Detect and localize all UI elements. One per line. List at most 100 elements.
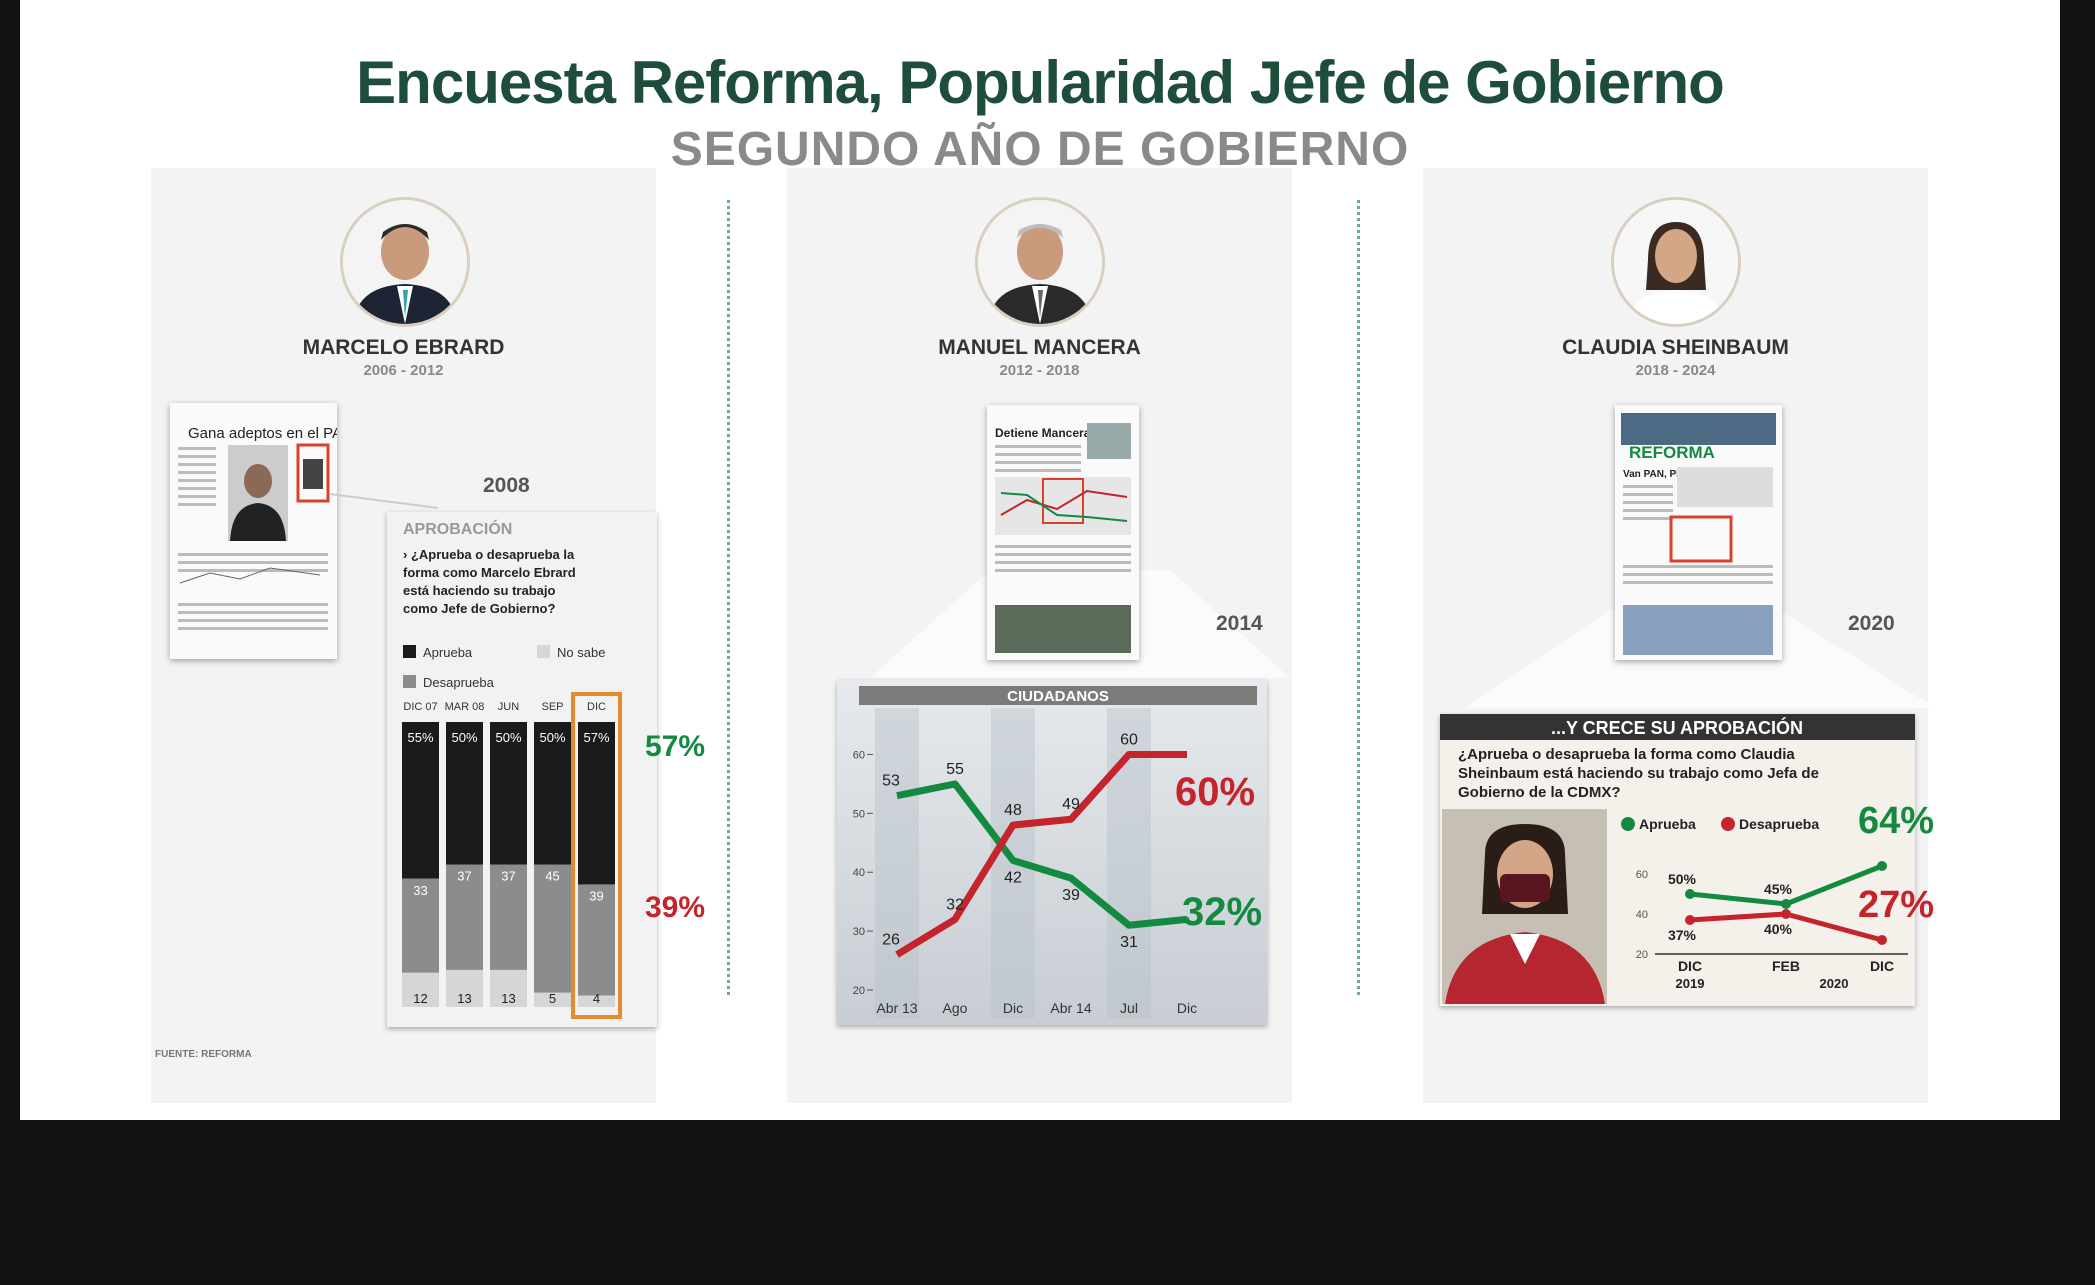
bar-value-label: 37 bbox=[457, 869, 471, 884]
newspaper-headline: Gana adeptos en el PAN bbox=[188, 425, 337, 442]
x-tick-label: Abr 14 bbox=[1050, 1000, 1091, 1016]
source-footer: FUENTE: REFORMA bbox=[155, 1049, 252, 1060]
bar-value-label: 4 bbox=[593, 991, 600, 1006]
data-label: 45% bbox=[1764, 881, 1793, 897]
slide-title: Encuesta Reforma, Popularidad Jefe de Go… bbox=[356, 49, 1725, 116]
bar-segment bbox=[490, 722, 527, 865]
x-tick-label: DIC bbox=[1678, 958, 1702, 974]
series-line bbox=[895, 750, 1187, 958]
portrait-sheinbaum bbox=[1611, 197, 1741, 327]
bar-segment bbox=[490, 864, 527, 970]
approve-2020: 64% bbox=[1858, 800, 1935, 842]
y-tick-label: 60 bbox=[853, 749, 865, 761]
data-label: 50% bbox=[1668, 871, 1697, 887]
bar-segment bbox=[534, 722, 571, 865]
category-label: MAR 08 bbox=[445, 701, 485, 713]
divider bbox=[1357, 200, 1360, 995]
bar-value-label: 13 bbox=[501, 991, 515, 1006]
disapprove-2008: 39% bbox=[645, 891, 706, 924]
y-tick-label: 50 bbox=[853, 808, 865, 820]
category-label: DIC 07 bbox=[403, 701, 437, 713]
legend-label: Desaprueba bbox=[423, 675, 495, 690]
x-tick-label: FEB bbox=[1772, 958, 1800, 974]
newspaper-2008: Gana adeptos en el PAN bbox=[170, 403, 337, 659]
chart-question: › ¿Aprueba o desaprueba la forma como Mar… bbox=[403, 547, 576, 616]
bar-segment bbox=[402, 878, 439, 973]
data-label: 39 bbox=[1062, 887, 1080, 904]
question-line: ¿Aprueba o desaprueba la forma como Clau… bbox=[1458, 746, 1795, 763]
x-tick-label: Jul bbox=[1120, 1000, 1138, 1016]
legend-label: No sabe bbox=[557, 645, 605, 660]
x-tick-label: Dic bbox=[1003, 1000, 1023, 1016]
approve-2014: 32% bbox=[1182, 890, 1263, 934]
bar-value-label: 50% bbox=[495, 730, 521, 745]
bar-segment bbox=[446, 722, 483, 865]
bar-value-label: 37 bbox=[501, 869, 515, 884]
data-label: 26 bbox=[882, 932, 900, 949]
disapprove-2020: 27% bbox=[1858, 884, 1935, 926]
bar-segment bbox=[446, 969, 483, 1007]
x-year-label: 2020 bbox=[1820, 976, 1849, 991]
bar-segment bbox=[578, 722, 615, 885]
bar-segment bbox=[578, 884, 615, 996]
bar-segment bbox=[534, 864, 571, 993]
x-tick-label: Ago bbox=[943, 1000, 968, 1016]
portrait-mancera bbox=[975, 197, 1105, 327]
data-label: 40% bbox=[1764, 921, 1793, 937]
divider bbox=[727, 200, 730, 995]
category-label: DIC bbox=[587, 701, 606, 713]
years-mancera: 2012 - 2018 bbox=[999, 362, 1080, 379]
bar-segment bbox=[402, 722, 439, 879]
bar-segment bbox=[578, 995, 615, 1007]
x-tick-label: Dic bbox=[1177, 1000, 1197, 1016]
bar-value-label: 39 bbox=[589, 888, 603, 903]
bar-segment bbox=[446, 864, 483, 970]
chart-ebrard-approval: APROBACIÓN › ¿Aprueba o desaprueba la for… bbox=[387, 512, 657, 1027]
chart-mancera-ciudadanos: CIUDADANOS 20 30 40 50 60 Abr 13 Ago Dic Abr 14 J… bbox=[837, 680, 1267, 1025]
question-line: está haciendo su trabajo bbox=[403, 583, 555, 598]
legend-label: Aprueba bbox=[423, 645, 473, 660]
slide-subtitle: SEGUNDO AÑO DE GOBIERNO bbox=[670, 123, 1410, 176]
x-tick-label: Abr 13 bbox=[876, 1000, 917, 1016]
data-point bbox=[1877, 861, 1887, 871]
newspaper-masthead: REFORMA bbox=[1629, 443, 1715, 462]
question-line: › ¿Aprueba o desaprueba la bbox=[403, 547, 575, 562]
chart-title: CIUDADANOS bbox=[1007, 688, 1109, 705]
legend-label: Aprueba bbox=[1639, 816, 1696, 832]
data-label: 55 bbox=[946, 761, 964, 778]
bar-segment bbox=[402, 972, 439, 1007]
name-mancera: MANUEL MANCERA bbox=[938, 336, 1141, 359]
y-tick-label: 20 bbox=[1636, 949, 1648, 961]
x-tick-label: DIC bbox=[1870, 958, 1894, 974]
bar-value-label: 50% bbox=[539, 730, 565, 745]
data-label: 53 bbox=[882, 773, 900, 790]
question-line: Sheinbaum está haciendo su trabajo como … bbox=[1458, 765, 1819, 782]
y-tick-label: 60 bbox=[1636, 869, 1648, 881]
chart-plot: 20 40 60 DIC FEB DIC 2019 2020 50% 45% 37% 40% bbox=[1636, 861, 1908, 991]
bar-value-label: 12 bbox=[413, 991, 427, 1006]
data-label: 48 bbox=[1004, 802, 1022, 819]
data-point bbox=[1877, 935, 1887, 945]
chart-bars: DIC 07 55% 33 12 MAR 08 50% 37 13 JUN 50% 37 13 SEP 5… bbox=[402, 692, 622, 1019]
column-band bbox=[875, 708, 919, 1018]
data-point bbox=[1685, 915, 1695, 925]
chart-legend: Aprueba No sabe Desaprueba bbox=[403, 645, 605, 690]
bar-value-label: 5 bbox=[549, 991, 556, 1006]
name-ebrard: MARCELO EBRARD bbox=[302, 336, 505, 359]
newspaper-2014: Detiene Mancera caída bbox=[987, 405, 1139, 660]
question-line: como Jefe de Gobierno? bbox=[403, 601, 555, 616]
legend-swatch bbox=[403, 675, 416, 688]
y-tick-label: 40 bbox=[853, 867, 865, 879]
photo-sheinbaum bbox=[1442, 809, 1607, 1004]
name-sheinbaum: CLAUDIA SHEINBAUM bbox=[1562, 336, 1789, 359]
legend-label: Desaprueba bbox=[1739, 816, 1819, 832]
callout-line bbox=[330, 493, 439, 509]
y-tick-label: 20 bbox=[853, 985, 865, 997]
legend-swatch bbox=[537, 645, 550, 658]
portrait-ebrard bbox=[340, 197, 470, 327]
approve-2008: 57% bbox=[645, 730, 706, 763]
bar-value-label: 13 bbox=[457, 991, 471, 1006]
bar-value-label: 45 bbox=[545, 869, 559, 884]
series-line bbox=[896, 780, 1188, 929]
bar-value-label: 50% bbox=[451, 730, 477, 745]
